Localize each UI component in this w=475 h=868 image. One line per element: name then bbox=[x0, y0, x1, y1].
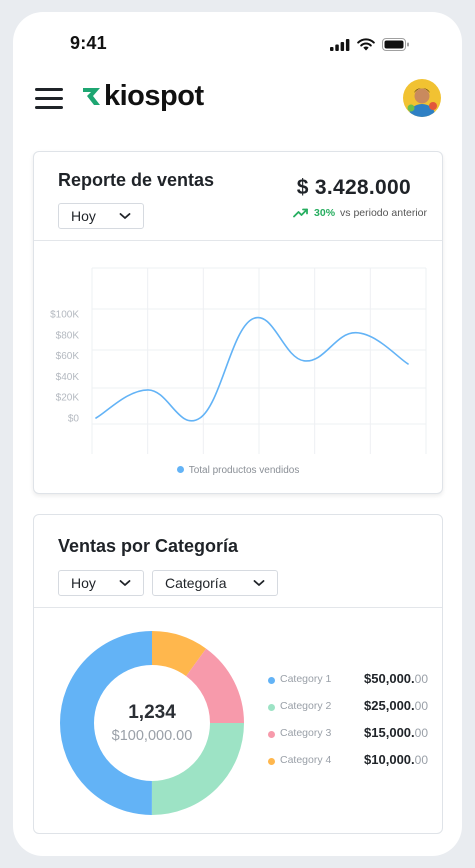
logo-text: kiospot bbox=[104, 80, 204, 112]
donut-slice[interactable] bbox=[60, 631, 244, 815]
kiospot-logo[interactable]: kiospot bbox=[82, 80, 204, 113]
y-tick-label: $80K bbox=[56, 330, 80, 341]
donut-center-total: $100,000.00 bbox=[111, 728, 193, 744]
sales-total-amount: $ 3.428.000 bbox=[296, 176, 411, 199]
category-legend-row: Category 2 $25,000.00 bbox=[268, 698, 428, 726]
category-dot bbox=[268, 758, 275, 765]
avatar-image bbox=[403, 79, 441, 117]
category-filter-select[interactable]: Categoría bbox=[152, 570, 278, 596]
chart-legend: Total productos vendidos bbox=[34, 465, 442, 476]
battery-icon bbox=[382, 38, 409, 51]
category-amount: $10,000.00 bbox=[364, 752, 428, 767]
y-tick-label: $60K bbox=[56, 351, 80, 362]
hamburger-menu-icon bbox=[35, 88, 63, 91]
kiospot-logo-mark bbox=[83, 87, 100, 105]
category-amount: $25,000.00 bbox=[364, 698, 428, 713]
menu-button[interactable] bbox=[35, 88, 63, 110]
category-name: Category 4 bbox=[280, 754, 332, 766]
sales-line-chart: $0 $20K $40K $60K $80K $100K bbox=[50, 267, 427, 454]
donut-center: 1,234 $100,000.00 bbox=[58, 629, 246, 817]
category-dot bbox=[268, 731, 275, 738]
sales-report-title: Reporte de ventas bbox=[58, 170, 215, 190]
y-tick-label: $40K bbox=[56, 372, 80, 383]
cellular-signal-icon bbox=[330, 38, 350, 51]
chevron-down-icon bbox=[253, 580, 265, 586]
category-amount: $15,000.00 bbox=[364, 725, 428, 740]
status-time: 9:41 bbox=[70, 33, 107, 53]
sales-period-value: Hoy bbox=[71, 208, 96, 224]
status-bar: 9:41 bbox=[13, 12, 462, 72]
sales-trend: 30% vs periodo anterior bbox=[293, 207, 427, 219]
y-tick-label: $0 bbox=[68, 414, 80, 425]
status-icons bbox=[330, 38, 410, 51]
category-dot bbox=[268, 704, 275, 711]
chevron-down-icon bbox=[119, 580, 131, 586]
card-divider bbox=[34, 607, 442, 608]
chevron-down-icon bbox=[119, 213, 131, 219]
category-period-select[interactable]: Hoy bbox=[58, 570, 144, 596]
donut-svg bbox=[60, 631, 244, 815]
phone-frame: 9:41 bbox=[13, 12, 462, 856]
category-donut-chart: 1,234 $100,000.00 bbox=[58, 629, 246, 817]
category-legend-row: Category 3 $15,000.00 bbox=[268, 725, 428, 753]
y-tick-label: $20K bbox=[56, 393, 80, 404]
sales-period-select[interactable]: Hoy bbox=[58, 203, 144, 229]
card-divider bbox=[34, 240, 442, 241]
donut-slice[interactable] bbox=[60, 631, 244, 815]
donut-slice[interactable] bbox=[60, 631, 244, 815]
category-dot bbox=[268, 677, 275, 684]
series-line bbox=[95, 316, 409, 422]
category-name: Category 1 bbox=[280, 673, 332, 685]
user-avatar[interactable] bbox=[403, 79, 441, 117]
category-legend: Category 1 $50,000.00 Category 2 $25,000… bbox=[268, 671, 428, 780]
category-filter-value: Categoría bbox=[165, 575, 227, 591]
category-legend-row: Category 4 $10,000.00 bbox=[268, 752, 428, 780]
trend-text: vs periodo anterior bbox=[340, 207, 427, 219]
y-tick-label: $100K bbox=[50, 310, 79, 321]
legend-dot bbox=[176, 466, 184, 473]
trend-percent: 30% bbox=[314, 207, 336, 219]
legend-label: Total productos vendidos bbox=[188, 465, 300, 476]
category-period-value: Hoy bbox=[71, 575, 96, 591]
category-legend-row: Category 1 $50,000.00 bbox=[268, 671, 428, 699]
category-sales-title: Ventas por Categoría bbox=[58, 536, 239, 556]
sales-report-card: Reporte de ventas Hoy $ 3.428.000 30% vs… bbox=[33, 151, 443, 494]
app-header: kiospot bbox=[13, 72, 462, 132]
trending-up-icon bbox=[293, 208, 308, 218]
category-name: Category 2 bbox=[280, 700, 332, 712]
wifi-icon bbox=[357, 38, 375, 51]
donut-center-value: 1,234 bbox=[128, 702, 176, 723]
category-amount: $50,000.00 bbox=[364, 671, 428, 686]
category-name: Category 3 bbox=[280, 727, 332, 739]
category-sales-card: Ventas por Categoría Hoy Categoría 1,234… bbox=[33, 514, 443, 834]
